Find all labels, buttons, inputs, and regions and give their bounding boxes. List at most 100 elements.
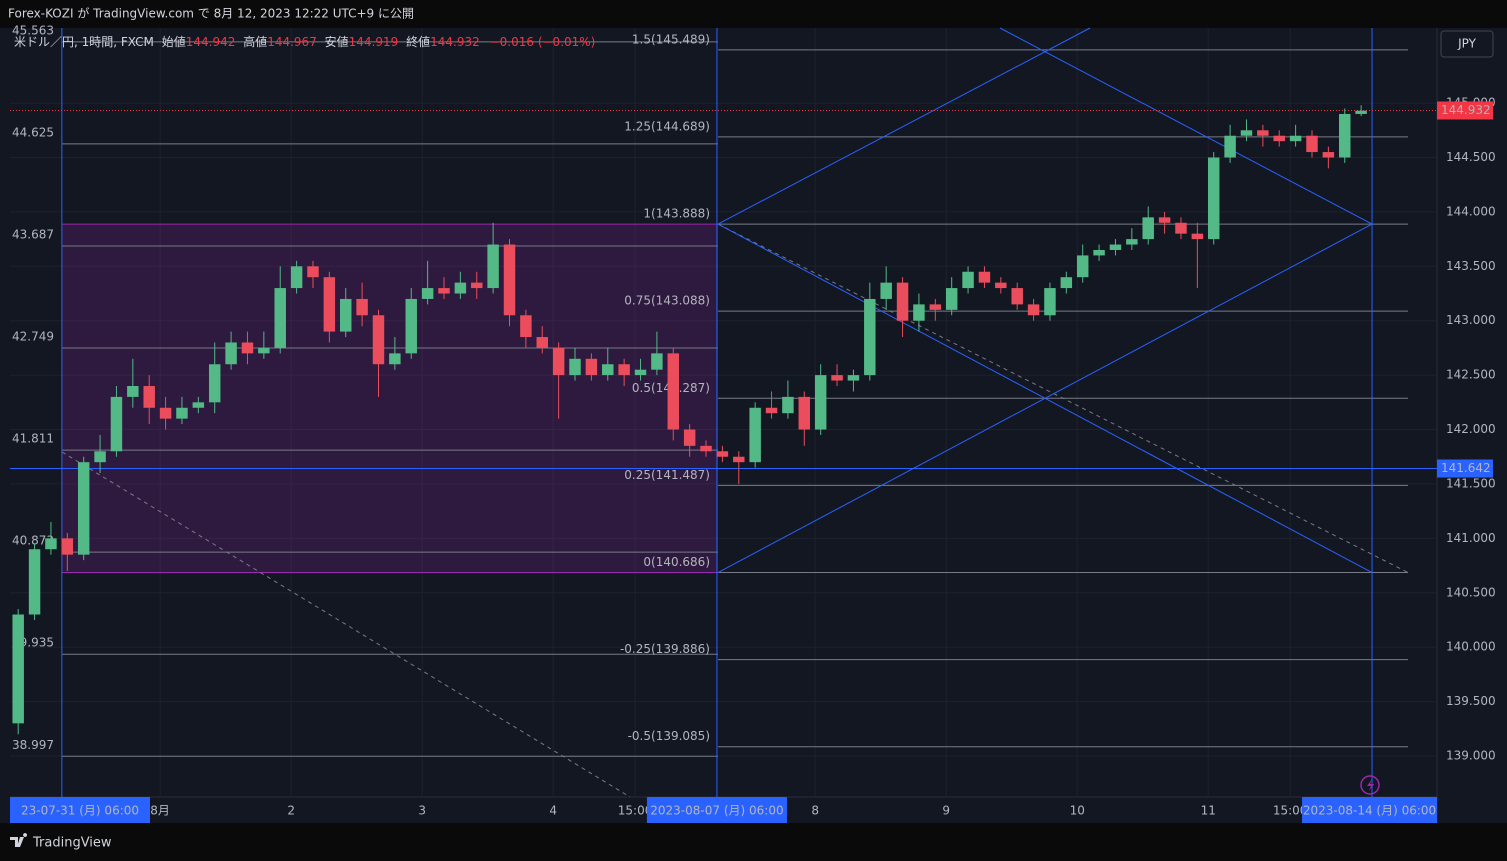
fib-left-label: 43.687	[12, 227, 54, 241]
trend-dashed	[717, 223, 1409, 573]
candle-body	[552, 347, 565, 376]
y-tick-label: 139.000	[1446, 748, 1496, 762]
candle-body	[683, 429, 696, 446]
candle-body	[340, 298, 352, 332]
x-tick-label: 10	[1070, 804, 1085, 818]
tradingview-logo: TradingView	[10, 833, 112, 851]
candle-body	[356, 298, 368, 316]
candle-body	[1142, 217, 1154, 240]
candle-body	[1076, 255, 1089, 278]
candle-body	[389, 353, 401, 365]
x-crosshair-label: 23-07-31 (月) 06:00	[21, 804, 139, 818]
alert-icon[interactable]	[1360, 775, 1380, 795]
candle-body	[929, 304, 942, 310]
candle-body	[847, 375, 860, 381]
fib-right-label: 1.25(144.689)	[624, 119, 710, 133]
fib-right-label: 0(140.686)	[643, 555, 710, 569]
candle-body	[782, 396, 794, 414]
x-tick-label: 9	[942, 804, 950, 818]
legend-open: 144.942	[186, 35, 236, 49]
candle-body	[225, 342, 237, 365]
candle-body	[421, 288, 434, 299]
candle-body	[880, 282, 892, 299]
y-tick-label: 140.500	[1446, 585, 1496, 599]
candle-body	[1207, 157, 1220, 240]
legend-high: 144.967	[267, 35, 317, 49]
legend-change: −0.016 (−0.01%)	[490, 35, 596, 49]
candle-body	[241, 342, 254, 354]
footer-bar	[0, 823, 1507, 861]
x-tick-label: 2	[287, 804, 295, 818]
candle-body	[258, 347, 270, 354]
alert-bolt[interactable]	[1367, 779, 1374, 791]
candle-body	[372, 315, 385, 365]
publish-title: Forex-KOZI が TradingView.com で 8月 12, 20…	[8, 6, 414, 21]
candle-body	[471, 282, 483, 289]
candle-body	[1060, 277, 1073, 289]
x-tick-label: 15:00	[1273, 804, 1308, 818]
candle-body	[700, 445, 712, 452]
candle-body	[1158, 217, 1171, 223]
candle-body	[667, 353, 680, 430]
candle-body	[1027, 304, 1040, 316]
fib-left-label: 45.563	[12, 23, 54, 37]
x-crosshair-label: 2023-08-14 (月) 06:00	[1303, 804, 1436, 818]
candle-body	[798, 396, 811, 430]
candle-body	[995, 282, 1007, 289]
y-tick-label: 144.500	[1446, 150, 1496, 164]
candle-body	[1175, 222, 1187, 234]
fib-right-label: 1(143.888)	[643, 207, 710, 221]
candle-body	[945, 288, 958, 310]
legend-open-label: 始値	[162, 34, 186, 49]
candle-body	[454, 282, 467, 294]
candle-body	[1355, 110, 1367, 114]
candle-body	[307, 266, 319, 278]
last-price-label: 144.932	[1441, 103, 1491, 117]
diag-line	[999, 27, 1373, 225]
y-tick-label: 142.000	[1446, 422, 1496, 436]
legend-symbol: 米ドル／円, 1時間, FXCM	[14, 35, 154, 49]
fib-left-label: 40.873	[12, 534, 54, 548]
candle-body	[962, 271, 974, 289]
y-tick-label: 143.000	[1446, 313, 1496, 327]
candle-body	[1257, 130, 1269, 136]
candle-body	[405, 298, 417, 354]
logo-icon	[10, 833, 28, 847]
hline-box	[1437, 459, 1493, 478]
candle-body	[143, 386, 155, 408]
fib-left-label: 42.749	[12, 330, 54, 344]
x-crosshair-box	[1302, 797, 1437, 823]
legend-close: 144.932	[430, 35, 480, 49]
candle-body	[520, 315, 532, 338]
candle-body	[208, 364, 221, 403]
x-tick-label: 3	[418, 804, 426, 818]
fib-right-label: 0.25(141.487)	[624, 468, 710, 482]
candle-body	[438, 288, 450, 294]
y-tick-label: 141.500	[1446, 476, 1496, 490]
currency-button[interactable]	[1440, 30, 1494, 58]
candle-body	[1224, 135, 1236, 158]
candle-body	[1126, 239, 1138, 245]
candle-body	[1109, 244, 1122, 250]
x-crosshair-box	[646, 797, 787, 823]
candle-body	[569, 358, 581, 376]
currency-button-label[interactable]: JPY	[1457, 37, 1477, 51]
candle-body	[978, 271, 991, 283]
y-tick-label: 139.500	[1446, 694, 1496, 708]
candle-body	[814, 375, 827, 430]
candle-body	[733, 456, 745, 463]
plot: 45.56344.62543.68742.74941.81140.87339.9…	[10, 23, 1437, 798]
legend-low: 144.919	[349, 35, 399, 49]
last-price-box	[1437, 101, 1493, 120]
y-tick-label: 142.500	[1446, 368, 1496, 382]
y-tick-label: 140.000	[1446, 640, 1496, 654]
candle-body	[127, 386, 139, 397]
alert-circle[interactable]	[1360, 775, 1380, 795]
candle-body	[12, 614, 24, 724]
candle-body	[110, 396, 123, 452]
candle-body	[94, 451, 106, 463]
candle-body	[77, 462, 90, 555]
candle-body	[487, 244, 499, 289]
